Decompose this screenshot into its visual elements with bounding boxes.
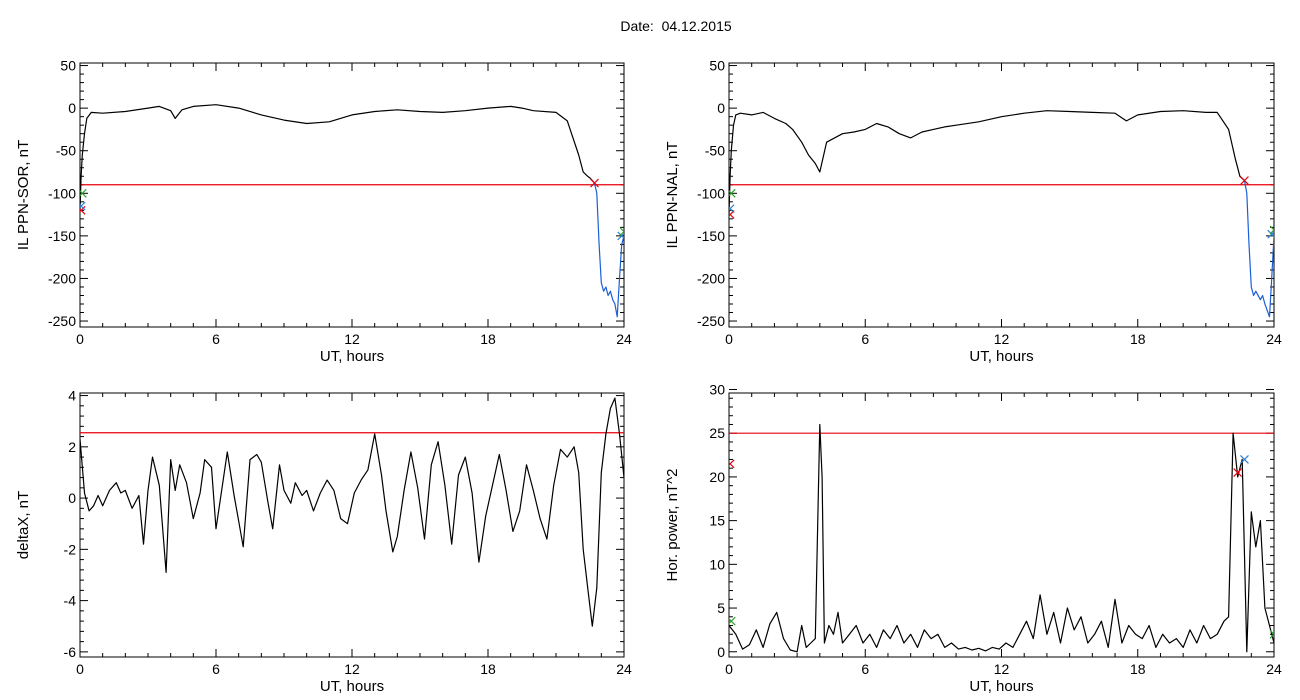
y-tick-label: 0 [68,100,76,116]
marker-blue [729,204,735,214]
x-axis-label: UT, hours [320,348,384,365]
x-tick-label: 24 [616,661,632,677]
marker-red [80,205,86,215]
date-value: 04.12.2015 [661,18,732,34]
plot-frame [79,62,625,328]
marker-red [1240,176,1249,185]
plot-area [729,110,1274,318]
y-tick-label: -150 [48,228,76,244]
marker-blue [80,201,86,211]
x-tick-label: 18 [1130,661,1146,677]
y-tick-label: -200 [697,270,725,286]
y-tick-label: 0 [717,100,725,116]
marker-green [1269,225,1274,235]
y-tick-label: -250 [48,313,76,329]
y-axis-label: Hor. power, nT^2 [664,469,681,582]
y-tick-label: 25 [709,425,725,441]
y-tick-label: 30 [709,382,725,398]
x-tick-label: 6 [212,331,220,347]
marker-green [729,188,736,198]
x-axis-label: UT, hours [969,678,1033,695]
page-title: Date: 04.12.2015 [0,18,1300,34]
marker-red [729,459,735,469]
y-tick-label: 2 [68,439,76,455]
x-tick-label: 0 [725,661,733,677]
y-tick-label: 20 [709,469,725,485]
marker-green [1269,629,1274,639]
y-tick-label: 50 [709,58,725,74]
x-tick-label: 24 [1266,331,1282,347]
series-line [80,397,624,627]
panel-ppn-sor: 0 6 12 18 24 -250 -200 -150 -100 -50 0 50 UT, hours I… [15,58,632,365]
x-tick-label: 12 [994,331,1010,347]
x-tick-label: 12 [344,661,360,677]
y-tick-label: 10 [709,556,725,572]
y-tick-label: -2 [64,541,77,557]
x-tick-label: 18 [480,661,496,677]
y-tick-label: -200 [48,270,76,286]
series-line [729,423,1274,653]
series-line-highlight [1243,180,1274,318]
y-axis-label: IL PPN-SOR, nT [15,140,32,250]
y-tick-label: -50 [705,143,725,159]
y-tick-label: 15 [709,513,725,529]
y-tick-label: 0 [68,490,76,506]
plot-area [80,397,624,627]
y-tick-label: -6 [64,644,77,660]
y-tick-label: 4 [68,388,76,404]
x-axis-label: UT, hours [969,348,1033,365]
series-line [729,110,1245,215]
y-tick-label: -250 [697,313,725,329]
x-tick-label: 18 [480,331,496,347]
marker-blue [617,231,624,241]
y-tick-label: -100 [48,185,76,201]
x-tick-label: 6 [861,331,869,347]
x-axis-label: UT, hours [320,678,384,695]
plot-area [729,423,1274,653]
date-label: Date: [620,18,654,34]
series-line-highlight [593,182,624,318]
plot-frame [728,62,1275,328]
x-tick-label: 18 [1130,331,1146,347]
marker-red [590,178,599,188]
x-tick-label: 6 [861,661,869,677]
x-tick-label: 0 [76,661,84,677]
x-tick-label: 24 [616,331,632,347]
x-tick-label: 24 [1266,661,1282,677]
x-tick-label: 12 [994,661,1010,677]
panel-hor-power: 0 6 12 18 24 0 5 10 15 20 25 30 UT, hours Hor. power,… [664,382,1282,695]
x-tick-label: 12 [344,331,360,347]
y-tick-label: -150 [697,228,725,244]
y-axis-label: deltaX, nT [15,491,32,559]
marker-green [80,188,87,198]
y-tick-label: -4 [64,593,77,609]
y-tick-label: 50 [60,58,76,74]
x-tick-label: 0 [76,331,84,347]
panel-ppn-nal: 0 6 12 18 24 -250 -200 -150 -100 -50 0 50 UT, hours I… [664,58,1282,365]
marker-green [619,227,624,237]
y-tick-label: 5 [717,600,725,616]
y-tick-label: 0 [717,644,725,660]
y-tick-label: -50 [56,143,76,159]
y-axis-label: IL PPN-NAL, nT [664,142,681,249]
marker-blue [1267,229,1274,239]
x-tick-label: 6 [212,661,220,677]
series-line [80,104,595,211]
marker-blue [1240,455,1249,464]
plot-frame [728,392,1275,658]
y-tick-label: -100 [697,185,725,201]
x-tick-label: 0 [725,331,733,347]
marker-green [729,616,736,626]
marker-red [1233,468,1243,477]
plot-area [80,104,624,318]
